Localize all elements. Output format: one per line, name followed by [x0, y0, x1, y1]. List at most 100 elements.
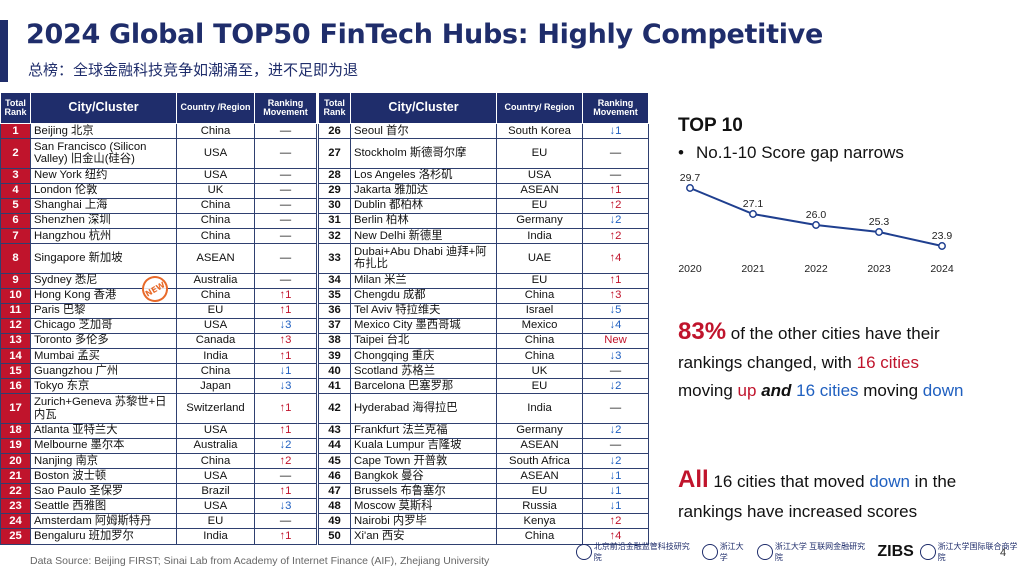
table-row: 37 Mexico City 墨西哥城 Mexico ↓4: [318, 317, 649, 334]
region-cell: USA: [176, 167, 255, 184]
rank-cell: 38: [318, 332, 351, 350]
rank-cell: 2: [0, 138, 31, 169]
data-point: [812, 221, 820, 229]
movement-cell: ↓1: [582, 498, 649, 515]
table-row: 46 Bangkok 曼谷 ASEAN ↓1: [318, 468, 649, 485]
rank-cell: 3: [0, 167, 31, 184]
stat-text: in the rankings have increased scores: [678, 472, 957, 521]
header-city: City/Cluster: [30, 92, 177, 124]
region-cell: China: [176, 287, 255, 304]
city-cell: Scotland 苏格兰: [350, 363, 497, 380]
table-row: 44 Kuala Lumpur 吉隆坡 ASEAN —: [318, 437, 649, 455]
table-row: 35 Chengdu 成都 China ↑3: [318, 287, 649, 304]
movement-cell: ↑3: [582, 287, 649, 304]
rank-cell: 18: [0, 422, 31, 439]
rank-cell: 5: [0, 197, 31, 214]
movement-cell: ↑1: [254, 393, 317, 424]
table-row: 42 Hyderabad 海得拉巴 India —: [318, 393, 649, 424]
rank-cell: 39: [318, 348, 351, 365]
region-cell: China: [176, 212, 255, 229]
page-title: 2024 Global TOP50 FinTech Hubs: Highly C…: [26, 19, 823, 50]
region-cell: USA: [176, 422, 255, 439]
region-cell: EU: [496, 483, 583, 500]
region-cell: China: [176, 227, 255, 245]
city-cell: Chengdu 成都: [350, 287, 497, 304]
movement-cell: ↓4: [582, 317, 649, 334]
movement-cell: —: [582, 393, 649, 424]
stat-down-word: down: [922, 381, 964, 400]
table-row: 47 Brussels 布鲁塞尔 EU ↓1: [318, 483, 649, 500]
top10-heading: TOP 10: [678, 115, 743, 136]
rank-cell: 42: [318, 393, 351, 424]
rank-cell: 35: [318, 287, 351, 304]
city-cell: Taipei 台北: [350, 332, 497, 350]
movement-cell: —: [254, 227, 317, 245]
table-row: 49 Nairobi 内罗毕 Kenya ↑2: [318, 513, 649, 530]
movement-cell: ↑1: [254, 302, 317, 319]
table-row: 40 Scotland 苏格兰 UK —: [318, 363, 649, 380]
rank-cell: 21: [0, 468, 31, 485]
data-label: 23.9: [932, 230, 953, 242]
table-row: 6 Shenzhen 深圳 China —: [0, 212, 317, 229]
region-cell: India: [496, 393, 583, 424]
rank-cell: 25: [0, 528, 31, 545]
rank-cell: 49: [318, 513, 351, 530]
region-cell: China: [176, 197, 255, 214]
movement-cell: ↑4: [582, 243, 649, 274]
movement-cell: —: [582, 437, 649, 455]
table-row: 4 London 伦敦 UK —: [0, 182, 317, 199]
rank-cell: 30: [318, 197, 351, 214]
rank-cell: 43: [318, 422, 351, 439]
region-cell: Australia: [176, 272, 255, 289]
city-cell: Moscow 莫斯科: [350, 498, 497, 515]
rank-cell: 15: [0, 363, 31, 380]
rank-cell: 26: [318, 122, 351, 140]
city-label: Zurich+Geneva 苏黎世+日内瓦: [34, 396, 167, 421]
page-number: 4: [1000, 547, 1007, 559]
region-cell: Canada: [176, 332, 255, 350]
data-point: [875, 228, 883, 236]
movement-cell: —: [254, 272, 317, 289]
bullet-dot-icon: •: [678, 143, 684, 162]
table-row: 23 Seattle 西雅图 USA ↓3: [0, 498, 317, 515]
table-row: 48 Moscow 莫斯科 Russia ↓1: [318, 498, 649, 515]
table-row: 19 Melbourne 墨尔本 Australia ↓2: [0, 437, 317, 455]
city-cell: Brussels 布鲁塞尔: [350, 483, 497, 500]
table-header-row: Total Rank City/Cluster Country /Region …: [0, 92, 317, 124]
city-cell: London 伦敦: [30, 182, 177, 199]
table-row: 20 Nanjing 南京 China ↑2: [0, 452, 317, 470]
city-cell: Chicago 芝加哥: [30, 317, 177, 334]
rank-cell: 36: [318, 302, 351, 319]
ranking-table-right-body: 26 Seoul 首尔 South Korea ↓1 27 Stockholm 斯德哥尔摩…: [318, 122, 649, 545]
data-label: 27.1: [743, 198, 764, 210]
data-label: 25.3: [869, 216, 890, 228]
city-label: Stockholm 斯德哥尔摩: [354, 147, 467, 160]
table-row: 50 Xi'an 西安 China ↑4: [318, 528, 649, 545]
data-source-note: Data Source: Beijing FIRST; Sinai Lab fr…: [30, 555, 490, 567]
top10-bullet-text: No.1-10 Score gap narrows: [696, 143, 904, 162]
region-cell: Russia: [496, 498, 583, 515]
region-cell: EU: [176, 513, 255, 530]
data-point: [686, 184, 694, 192]
rank-cell: 50: [318, 528, 351, 545]
table-row: 28 Los Angeles 洛杉矶 USA —: [318, 167, 649, 184]
table-row: 21 Boston 波士顿 USA —: [0, 468, 317, 485]
city-label: Singapore 新加坡: [34, 252, 123, 265]
city-cell: Sydney 悉尼: [30, 272, 177, 289]
city-cell: Jakarta 雅加达: [350, 182, 497, 199]
header-region: Country/ Region: [496, 92, 583, 124]
table-row: 13 Toronto 多伦多 Canada ↑3: [0, 332, 317, 350]
rank-cell: 8: [0, 243, 31, 274]
stat-up-word: up: [737, 381, 757, 400]
city-cell: Xi'an 西安: [350, 528, 497, 545]
rank-cell: 34: [318, 272, 351, 289]
stat-text: 16 cities that moved: [708, 472, 870, 491]
city-cell: New York 纽约: [30, 167, 177, 184]
region-cell: USA: [176, 317, 255, 334]
rank-cell: 23: [0, 498, 31, 515]
city-cell: Shanghai 上海: [30, 197, 177, 214]
movement-cell: —: [254, 167, 317, 184]
table-row: 26 Seoul 首尔 South Korea ↓1: [318, 122, 649, 140]
table-row: 45 Cape Town 开普敦 South Africa ↓2: [318, 452, 649, 470]
city-cell: Hyderabad 海得拉巴: [350, 393, 497, 424]
